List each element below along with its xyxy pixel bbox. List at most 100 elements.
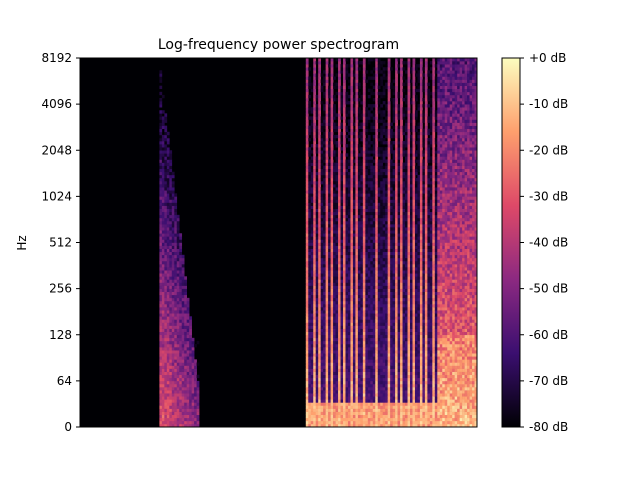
heatmap-cell — [387, 288, 391, 293]
heatmap-cell — [186, 328, 190, 332]
heatmap-cell — [189, 365, 192, 369]
heatmap-cell — [330, 368, 334, 372]
heatmap-cell — [338, 331, 341, 336]
heatmap-cell — [169, 257, 173, 262]
heatmap-cell — [382, 362, 386, 366]
heatmap-cell — [313, 399, 317, 403]
heatmap-cell — [196, 390, 200, 394]
heatmap-cell — [313, 393, 317, 397]
heatmap-cell — [340, 104, 344, 108]
heatmap-cell — [308, 396, 312, 400]
heatmap-cell — [360, 267, 364, 271]
heatmap-cell — [367, 331, 371, 336]
heatmap-cell — [305, 325, 309, 329]
heatmap-cell — [310, 273, 314, 277]
heatmap-cell — [176, 393, 180, 397]
heatmap-cell — [171, 273, 175, 277]
heatmap-cell — [161, 368, 165, 372]
heatmap-cell — [310, 322, 314, 326]
heatmap-cell — [382, 340, 386, 345]
heatmap-cell — [318, 174, 321, 179]
heatmap-cell — [338, 134, 341, 139]
heatmap-cell — [171, 270, 175, 274]
heatmap-cell — [372, 242, 376, 246]
heatmap-cell — [345, 282, 349, 286]
heatmap-cell — [343, 153, 346, 157]
heatmap-cell — [382, 217, 386, 222]
heatmap-cell — [166, 208, 170, 213]
heatmap-cell — [352, 374, 356, 379]
heatmap-cell — [338, 147, 341, 151]
heatmap-cell — [340, 171, 344, 176]
heatmap-cell — [347, 248, 351, 253]
heatmap-cell — [387, 67, 391, 71]
heatmap-cell — [315, 285, 319, 289]
heatmap-cell — [164, 224, 168, 228]
heatmap-cell — [350, 236, 354, 240]
heatmap-cell — [310, 211, 314, 216]
heatmap-cell — [330, 356, 334, 360]
heatmap-cell — [380, 291, 384, 296]
heatmap-cell — [385, 239, 388, 243]
heatmap-cell — [179, 304, 183, 308]
heatmap-cell — [330, 97, 334, 102]
heatmap-cell — [355, 251, 359, 256]
heatmap-cell — [360, 171, 364, 176]
heatmap-cell — [189, 390, 192, 394]
heatmap-cell — [352, 264, 356, 268]
heatmap-cell — [392, 390, 396, 394]
heatmap-cell — [365, 380, 369, 385]
heatmap-cell — [159, 76, 163, 80]
heatmap-cell — [315, 254, 319, 259]
heatmap-cell — [184, 350, 187, 354]
heatmap-cell — [377, 297, 381, 302]
heatmap-cell — [387, 205, 391, 209]
heatmap-cell — [159, 242, 163, 246]
heatmap-cell — [181, 300, 185, 305]
heatmap-cell — [355, 310, 359, 314]
heatmap-cell — [166, 248, 170, 253]
heatmap-cell — [355, 217, 359, 222]
heatmap-cell — [335, 340, 339, 345]
heatmap-cell — [340, 174, 344, 179]
heatmap-cell — [305, 390, 309, 394]
heatmap-cell — [365, 260, 369, 265]
heatmap-cell — [387, 245, 391, 249]
heatmap-cell — [385, 202, 388, 206]
heatmap-cell — [169, 307, 173, 311]
heatmap-cell — [333, 359, 336, 363]
heatmap-cell — [355, 122, 359, 126]
heatmap-cell — [305, 359, 309, 363]
heatmap-cell — [318, 94, 321, 99]
heatmap-cell — [375, 251, 379, 256]
heatmap-cell — [328, 362, 331, 366]
heatmap-cell — [385, 374, 388, 379]
heatmap-cell — [367, 248, 371, 253]
heatmap-cell — [305, 190, 309, 194]
heatmap-cell — [377, 248, 381, 253]
heatmap-cell — [186, 337, 190, 342]
heatmap-cell — [365, 116, 369, 120]
heatmap-cell — [159, 190, 163, 194]
heatmap-cell — [385, 380, 388, 385]
heatmap-cell — [382, 307, 386, 311]
heatmap-cell — [310, 371, 314, 376]
heatmap-cell — [372, 168, 376, 173]
heatmap-cell — [340, 254, 344, 259]
heatmap-cell — [169, 297, 173, 302]
heatmap-cell — [367, 165, 371, 170]
heatmap-cell — [159, 408, 163, 412]
heatmap-cell — [357, 239, 361, 243]
heatmap-cell — [176, 294, 180, 299]
heatmap-cell — [357, 405, 361, 409]
heatmap-cell — [355, 297, 359, 302]
heatmap-cell — [174, 242, 178, 246]
heatmap-cell — [340, 319, 344, 323]
heatmap-cell — [315, 356, 319, 360]
heatmap-cell — [377, 147, 381, 151]
heatmap-cell — [161, 254, 165, 259]
heatmap-cell — [362, 239, 366, 243]
heatmap-cell — [159, 162, 163, 166]
heatmap-cell — [333, 190, 336, 194]
heatmap-cell — [181, 304, 185, 308]
